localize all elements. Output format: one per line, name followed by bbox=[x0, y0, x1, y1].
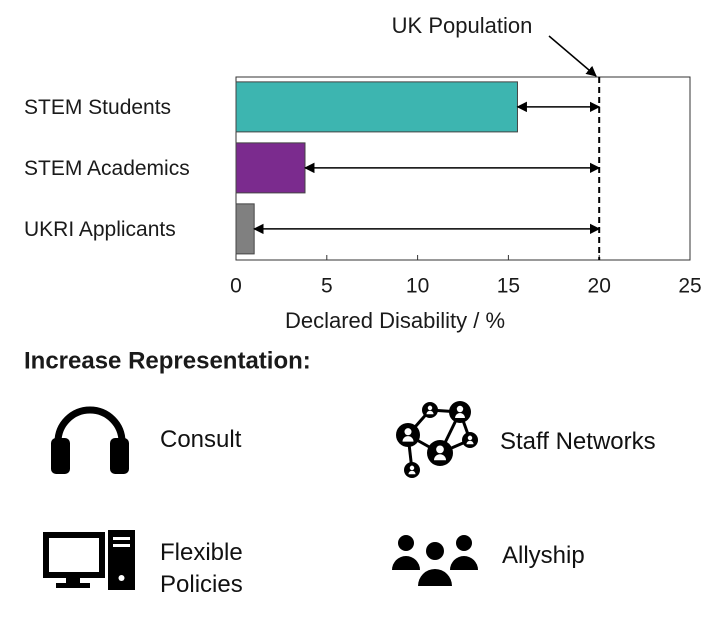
x-tick-label: 20 bbox=[588, 275, 611, 298]
bar bbox=[235, 142, 306, 194]
bar bbox=[235, 203, 255, 255]
people-icon bbox=[392, 535, 478, 586]
y-tick-label: UKRI Applicants bbox=[24, 218, 176, 241]
computer-icon bbox=[43, 530, 135, 590]
x-tick-label: 0 bbox=[230, 275, 242, 298]
action-label: Flexible Policies bbox=[160, 539, 243, 598]
section-title: Increase Representation: bbox=[24, 347, 311, 374]
action-label: Consult bbox=[160, 426, 242, 453]
y-tick-label: STEM Students bbox=[24, 96, 171, 119]
bar bbox=[235, 81, 518, 133]
x-axis-label: Declared Disability / % bbox=[285, 308, 505, 333]
y-tick-label: STEM Academics bbox=[24, 157, 190, 180]
x-tick-label: 5 bbox=[321, 275, 333, 298]
headphones-icon bbox=[51, 406, 129, 474]
x-tick-label: 10 bbox=[406, 275, 429, 298]
reference-pointer bbox=[548, 35, 597, 77]
action-label: Allyship bbox=[502, 542, 585, 569]
network-icon bbox=[396, 401, 478, 478]
action-label: Staff Networks bbox=[500, 428, 656, 455]
x-tick-label: 25 bbox=[678, 275, 701, 298]
reference-label: UK Population bbox=[392, 13, 533, 38]
x-tick-label: 15 bbox=[497, 275, 520, 298]
